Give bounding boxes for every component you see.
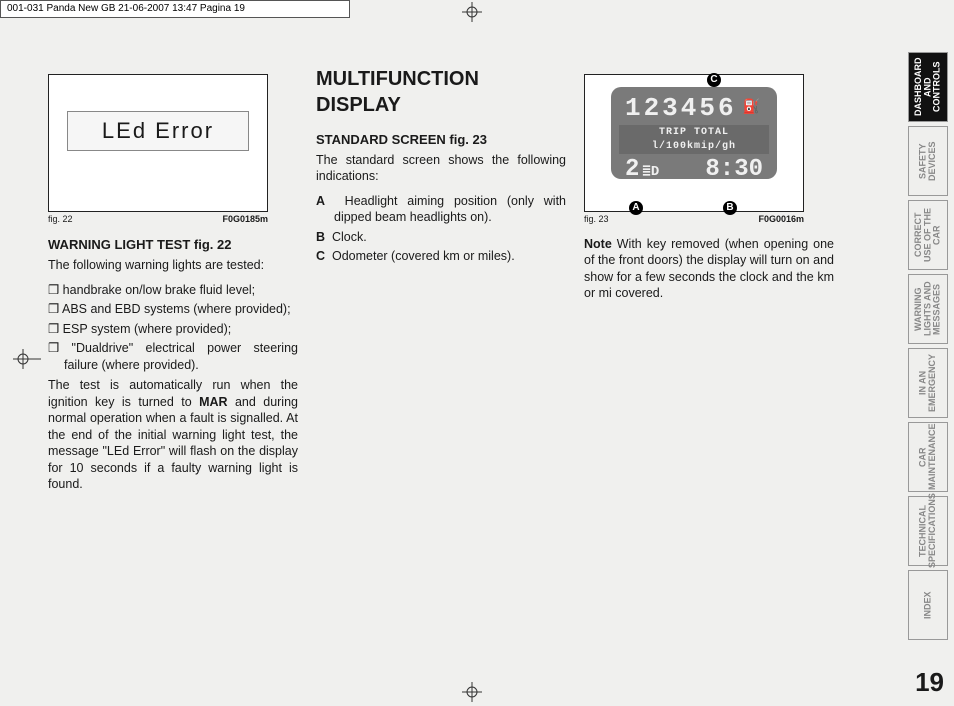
dashboard-lcd: 123456 ⛽ TRIP TOTAL l/100kmip/gh 2≣D 8:3…	[611, 87, 777, 179]
lcd-clock: 8:30	[705, 154, 763, 186]
led-error-text: LEd Error	[102, 116, 214, 145]
warning-light-test-heading: WARNING LIGHT TEST fig. 22	[48, 236, 298, 253]
callout-b: B	[723, 201, 737, 215]
page-content: LEd Error fig. 22 F0G0185m WARNING LIGHT…	[48, 24, 908, 674]
standard-screen-heading: STANDARD SCREEN fig. 23	[316, 131, 566, 148]
warning-para-mar: MAR	[199, 395, 227, 409]
lcd-odometer: 123456 ⛽	[619, 91, 769, 125]
item-a: A Headlight aiming position (only with d…	[316, 193, 566, 226]
registration-mark-top	[462, 2, 482, 22]
figure-23: 123456 ⛽ TRIP TOTAL l/100kmip/gh 2≣D 8:3…	[584, 74, 804, 212]
warning-para: The test is automatically run when the i…	[48, 377, 298, 493]
standard-screen-intro: The standard screen shows the following …	[316, 152, 566, 185]
registration-mark-bottom	[462, 682, 482, 702]
lcd-bottom-row: 2≣D 8:30	[619, 154, 769, 186]
fig-22-label: fig. 22	[48, 214, 73, 226]
callout-c: C	[707, 73, 721, 87]
bullet-abs: ❒ ABS and EBD systems (where provided);	[48, 301, 298, 318]
warning-para-c: and during normal operation when a fault…	[48, 395, 298, 492]
registration-mark-left	[10, 348, 44, 370]
item-a-text: Headlight aiming position (only with dip…	[334, 194, 566, 225]
item-b-text: Clock.	[332, 230, 367, 244]
fig-23-code: F0G0016m	[758, 214, 804, 226]
multifunction-display-title: MULTIFUNCTION DISPLAY	[316, 66, 566, 119]
note-bold: Note	[584, 237, 612, 251]
lcd-headlight-level: 2	[625, 156, 639, 183]
item-c: C Odometer (covered km or miles).	[316, 248, 566, 265]
tab-correct-use[interactable]: CORRECT USE OF THE CAR	[908, 200, 948, 270]
tab-emergency[interactable]: IN AN EMERGENCY	[908, 348, 948, 418]
crop-mark-bar: 001-031 Panda New GB 21-06-2007 13:47 Pa…	[0, 0, 350, 18]
figure-22: LEd Error	[48, 74, 268, 212]
tab-index[interactable]: INDEX	[908, 570, 948, 640]
warning-intro: The following warning lights are tested:	[48, 257, 298, 274]
item-b: B Clock.	[316, 229, 566, 246]
section-tabs: DASHBOARD AND CONTROLS SAFETY DEVICES CO…	[908, 52, 948, 640]
led-error-display: LEd Error	[67, 111, 249, 151]
note-rest: With key removed (when opening one of th…	[584, 237, 834, 301]
fuel-icon: ⛽	[743, 99, 763, 117]
column-1: LEd Error fig. 22 F0G0185m WARNING LIGHT…	[48, 24, 298, 674]
callout-a: A	[629, 201, 643, 215]
lcd-odometer-value: 123456	[625, 91, 737, 125]
tab-warning-lights[interactable]: WARNING LIGHTS AND MESSAGES	[908, 274, 948, 344]
bullet-dualdrive: ❒ "Dualdrive" electrical power steering …	[48, 340, 298, 373]
tab-safety[interactable]: SAFETY DEVICES	[908, 126, 948, 196]
tab-specifications[interactable]: TECHNICAL SPECIFICATIONS	[908, 496, 948, 566]
bullet-handbrake: ❒ handbrake on/low brake fluid level;	[48, 282, 298, 299]
figure-22-caption: fig. 22 F0G0185m	[48, 214, 268, 226]
fig-22-code: F0G0185m	[222, 214, 268, 226]
bullet-esp: ❒ ESP system (where provided);	[48, 321, 298, 338]
fig-23-label: fig. 23	[584, 214, 609, 226]
tab-dashboard[interactable]: DASHBOARD AND CONTROLS	[908, 52, 948, 122]
figure-23-caption: fig. 23 F0G0016m	[584, 214, 804, 226]
lcd-mid-bar: TRIP TOTAL l/100kmip/gh	[619, 125, 769, 153]
column-2: MULTIFUNCTION DISPLAY STANDARD SCREEN fi…	[316, 24, 566, 674]
note-paragraph: Note With key removed (when opening one …	[584, 236, 834, 302]
lcd-headlight: 2≣D	[625, 154, 659, 186]
headlight-icon: ≣D	[642, 164, 659, 180]
tab-maintenance[interactable]: CAR MAINTENANCE	[908, 422, 948, 492]
column-3: 123456 ⛽ TRIP TOTAL l/100kmip/gh 2≣D 8:3…	[584, 24, 834, 674]
page-number: 19	[915, 667, 944, 698]
item-c-text: Odometer (covered km or miles).	[332, 249, 515, 263]
